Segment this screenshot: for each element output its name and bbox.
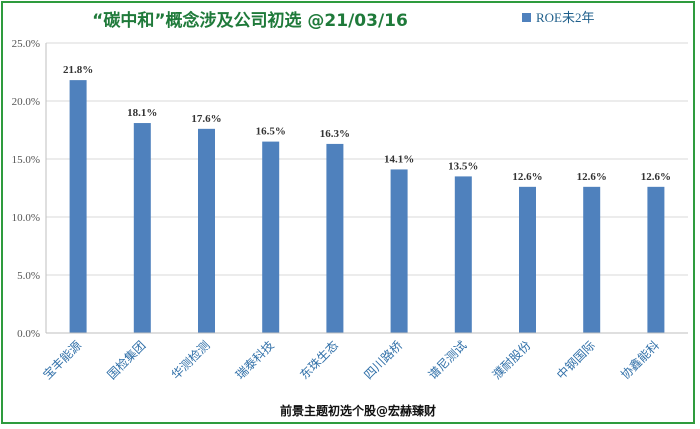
data-label: 16.5% bbox=[256, 126, 286, 138]
data-label: 18.1% bbox=[127, 107, 157, 119]
x-tick-label: 瑞泰科技 bbox=[233, 338, 277, 382]
data-label: 13.5% bbox=[448, 160, 478, 172]
data-label: 12.6% bbox=[512, 171, 542, 183]
y-tick-label: 15.0% bbox=[12, 154, 40, 166]
x-tick-label: 东珠生态 bbox=[297, 338, 341, 382]
x-tick-label: 华测检测 bbox=[168, 338, 213, 383]
x-tick-label: 谱尼测试 bbox=[425, 338, 470, 383]
bar bbox=[583, 186, 601, 333]
data-label: 12.6% bbox=[577, 171, 607, 183]
bar bbox=[262, 141, 280, 333]
x-tick-label: 四川路桥 bbox=[361, 338, 406, 383]
y-tick-label: 5.0% bbox=[17, 270, 40, 282]
bar bbox=[133, 123, 151, 333]
bar bbox=[390, 169, 408, 333]
bar bbox=[198, 128, 215, 333]
x-tick-label: 宝丰能源 bbox=[40, 338, 84, 382]
bar bbox=[326, 143, 344, 333]
x-tick-label: 中钢国际 bbox=[553, 338, 598, 383]
data-label: 12.6% bbox=[641, 171, 671, 183]
chart-title: “碳中和”概念涉及公司初选 @21/03/16 bbox=[92, 10, 408, 31]
data-label: 17.6% bbox=[191, 113, 221, 125]
y-tick-label: 20.0% bbox=[12, 96, 40, 108]
bar bbox=[519, 186, 536, 333]
bar bbox=[647, 186, 665, 333]
legend-label: ROE未2年 bbox=[536, 10, 595, 25]
legend-swatch bbox=[522, 13, 531, 22]
x-tick-label: 国检集团 bbox=[104, 338, 149, 383]
chart-footer: 前景主题初选个股@宏赫臻财 bbox=[280, 403, 436, 418]
bar bbox=[454, 176, 472, 333]
data-label: 16.3% bbox=[320, 128, 350, 140]
data-label: 21.8% bbox=[63, 64, 93, 76]
x-tick-label: 濮耐股份 bbox=[489, 338, 534, 383]
chart-frame bbox=[1, 1, 695, 424]
y-tick-label: 0.0% bbox=[17, 328, 40, 340]
data-label: 14.1% bbox=[384, 153, 414, 165]
bar bbox=[69, 80, 87, 334]
x-tick-label: 协鑫能科 bbox=[617, 338, 662, 383]
y-tick-label: 10.0% bbox=[12, 212, 40, 224]
y-tick-label: 25.0% bbox=[12, 38, 40, 50]
